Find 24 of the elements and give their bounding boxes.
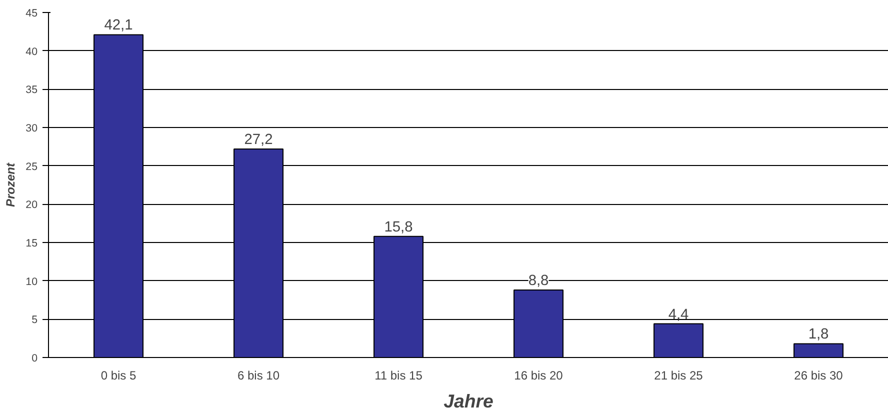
data-label: 1,8 [808, 326, 829, 343]
data-label: 4,4 [668, 306, 689, 323]
x-tick-label: 11 bis 15 [374, 368, 423, 382]
data-label: 15,8 [384, 219, 413, 236]
y-tick-label: 25 [26, 160, 38, 173]
y-tick-label: 5 [32, 314, 38, 326]
y-tick-label: 10 [26, 276, 38, 288]
x-tick-label: 16 bis 20 [514, 368, 564, 382]
data-label: 8,8 [528, 273, 549, 290]
y-tick-label: 0 [32, 352, 38, 364]
data-label: 27,2 [244, 132, 273, 148]
x-axis-title: Jahre [444, 390, 494, 412]
y-axis-title: Prozent [4, 162, 18, 207]
y-tick-label: 45 [26, 8, 38, 20]
y-tick-label: 30 [26, 122, 38, 134]
y-tick-label: 35 [26, 84, 38, 96]
y-tick-label: 40 [26, 46, 38, 58]
x-tick-label: 26 bis 30 [794, 368, 844, 382]
data-label: 42,1 [104, 18, 133, 34]
x-tick-label: 0 bis 5 [100, 368, 137, 382]
y-tick-label: 20 [26, 199, 38, 212]
x-tick-label: 6 bis 10 [237, 368, 280, 382]
x-tick-label: 21 bis 25 [654, 368, 704, 382]
y-tick-label: 15 [26, 238, 38, 250]
